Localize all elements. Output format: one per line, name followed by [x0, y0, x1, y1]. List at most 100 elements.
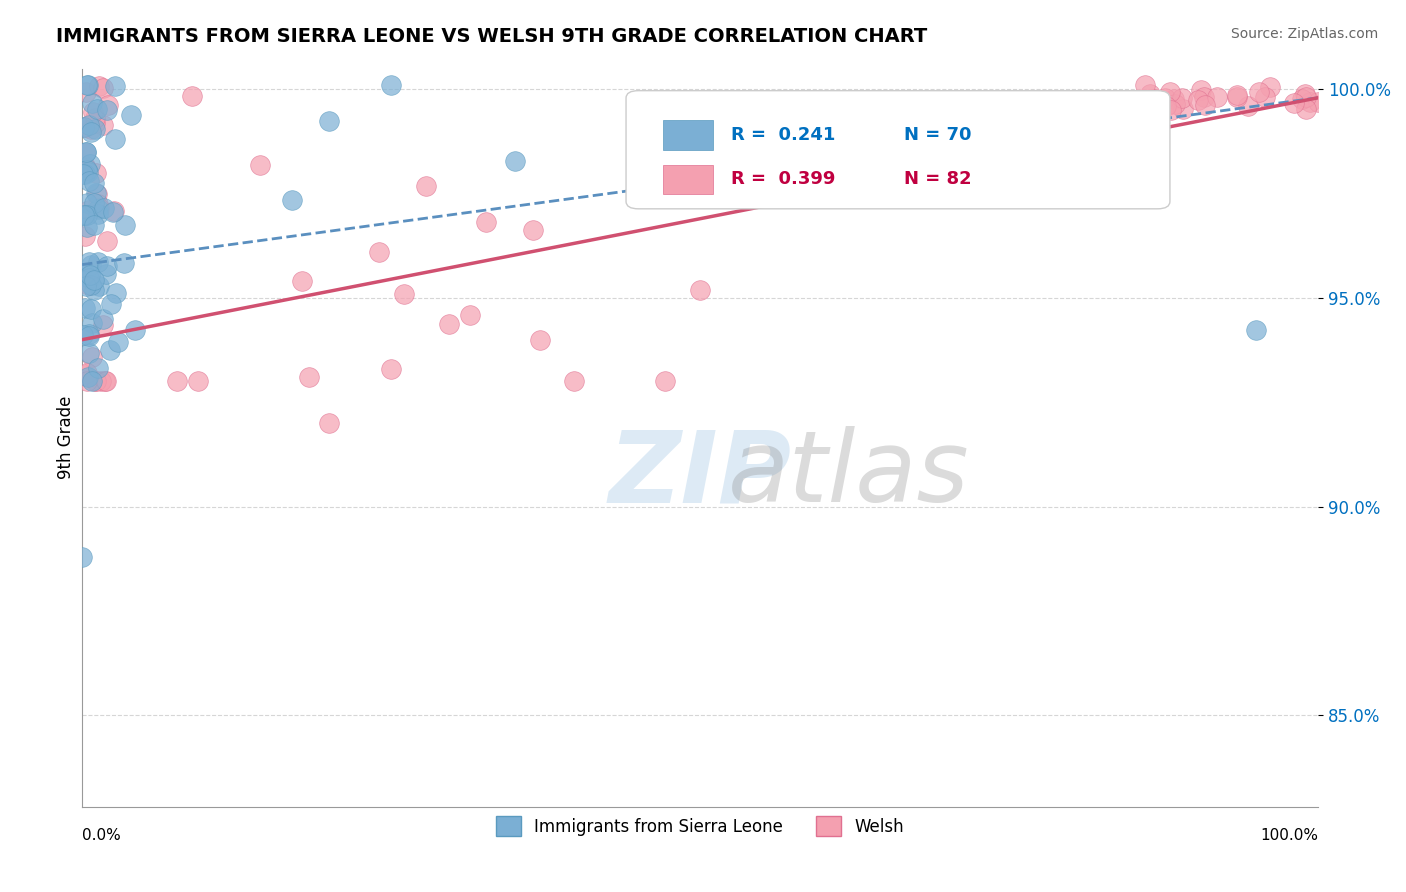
Point: [689, 283, 711, 297]
Point: [76, 375, 98, 389]
Point: [93, 318, 115, 332]
Text: atlas: atlas: [728, 426, 969, 523]
Point: [76, 162, 98, 177]
Point: [1189, 83, 1212, 97]
Point: [104, 132, 127, 146]
Point: [87, 207, 110, 221]
Point: [114, 218, 136, 232]
Point: [529, 333, 551, 347]
Point: [86, 103, 108, 117]
Text: R =  0.399: R = 0.399: [731, 170, 835, 188]
Point: [1258, 79, 1281, 94]
Point: [318, 113, 340, 128]
Point: [87, 202, 110, 217]
Point: [80, 277, 103, 292]
Point: [1163, 92, 1185, 106]
Point: [79, 122, 101, 136]
Point: [318, 416, 340, 430]
Point: [86, 186, 108, 200]
Point: [77, 203, 100, 218]
Point: [1159, 85, 1181, 99]
Point: [1139, 87, 1161, 101]
Point: [73, 208, 96, 222]
Point: [84, 375, 107, 389]
Point: [1226, 90, 1249, 104]
Point: [72, 120, 94, 135]
Point: [83, 196, 105, 211]
Point: [1160, 103, 1182, 118]
Point: [83, 121, 105, 136]
Point: [75, 145, 97, 160]
Point: [1171, 102, 1194, 116]
Point: [83, 176, 105, 190]
Y-axis label: 9th Grade: 9th Grade: [58, 396, 75, 479]
Point: [1299, 95, 1322, 109]
Point: [80, 316, 103, 330]
Point: [76, 366, 98, 380]
Point: [181, 88, 204, 103]
Point: [1237, 99, 1260, 113]
Point: [83, 218, 105, 232]
Point: [1284, 95, 1306, 110]
Point: [87, 278, 110, 293]
Point: [90, 375, 112, 389]
Point: [1135, 78, 1157, 93]
Point: [73, 209, 96, 223]
Point: [76, 78, 98, 93]
Point: [73, 228, 96, 243]
Point: [83, 273, 105, 287]
Point: [80, 350, 103, 364]
Point: [75, 120, 97, 135]
Point: [1130, 93, 1153, 107]
Point: [415, 179, 437, 194]
Point: [1187, 93, 1209, 107]
Point: [654, 375, 676, 389]
Point: [101, 204, 124, 219]
Point: [562, 375, 585, 389]
Point: [94, 267, 117, 281]
Point: [70, 549, 93, 564]
Text: N = 70: N = 70: [904, 126, 972, 144]
Point: [100, 297, 122, 311]
Point: [104, 286, 127, 301]
Point: [76, 208, 98, 222]
Point: [75, 268, 97, 282]
Point: [1295, 102, 1317, 116]
FancyBboxPatch shape: [664, 164, 713, 194]
Point: [368, 244, 391, 259]
Point: [73, 159, 96, 173]
Point: [187, 375, 209, 389]
Point: [84, 111, 107, 125]
Point: [96, 375, 118, 389]
Point: [73, 167, 96, 181]
Point: [1171, 91, 1194, 105]
Point: [1291, 92, 1313, 106]
Point: [76, 220, 98, 235]
Point: [380, 362, 402, 376]
Point: [75, 145, 97, 160]
Point: [72, 328, 94, 343]
Point: [1194, 90, 1216, 104]
Point: [291, 274, 314, 288]
Point: [76, 78, 98, 93]
FancyBboxPatch shape: [626, 91, 1170, 209]
Point: [458, 308, 481, 322]
Point: [124, 323, 146, 337]
Point: [77, 369, 100, 384]
Text: 0.0%: 0.0%: [82, 828, 121, 843]
Point: [72, 167, 94, 181]
Point: [96, 235, 118, 249]
Point: [298, 369, 321, 384]
Point: [1246, 323, 1268, 337]
Point: [80, 374, 103, 388]
Point: [281, 194, 304, 208]
Point: [107, 334, 129, 349]
Point: [80, 258, 103, 272]
Point: [82, 105, 104, 120]
Point: [86, 186, 108, 201]
Point: [104, 78, 127, 93]
Point: [75, 301, 97, 316]
Point: [75, 145, 97, 159]
Point: [75, 279, 97, 293]
Text: ZIP: ZIP: [609, 426, 792, 523]
